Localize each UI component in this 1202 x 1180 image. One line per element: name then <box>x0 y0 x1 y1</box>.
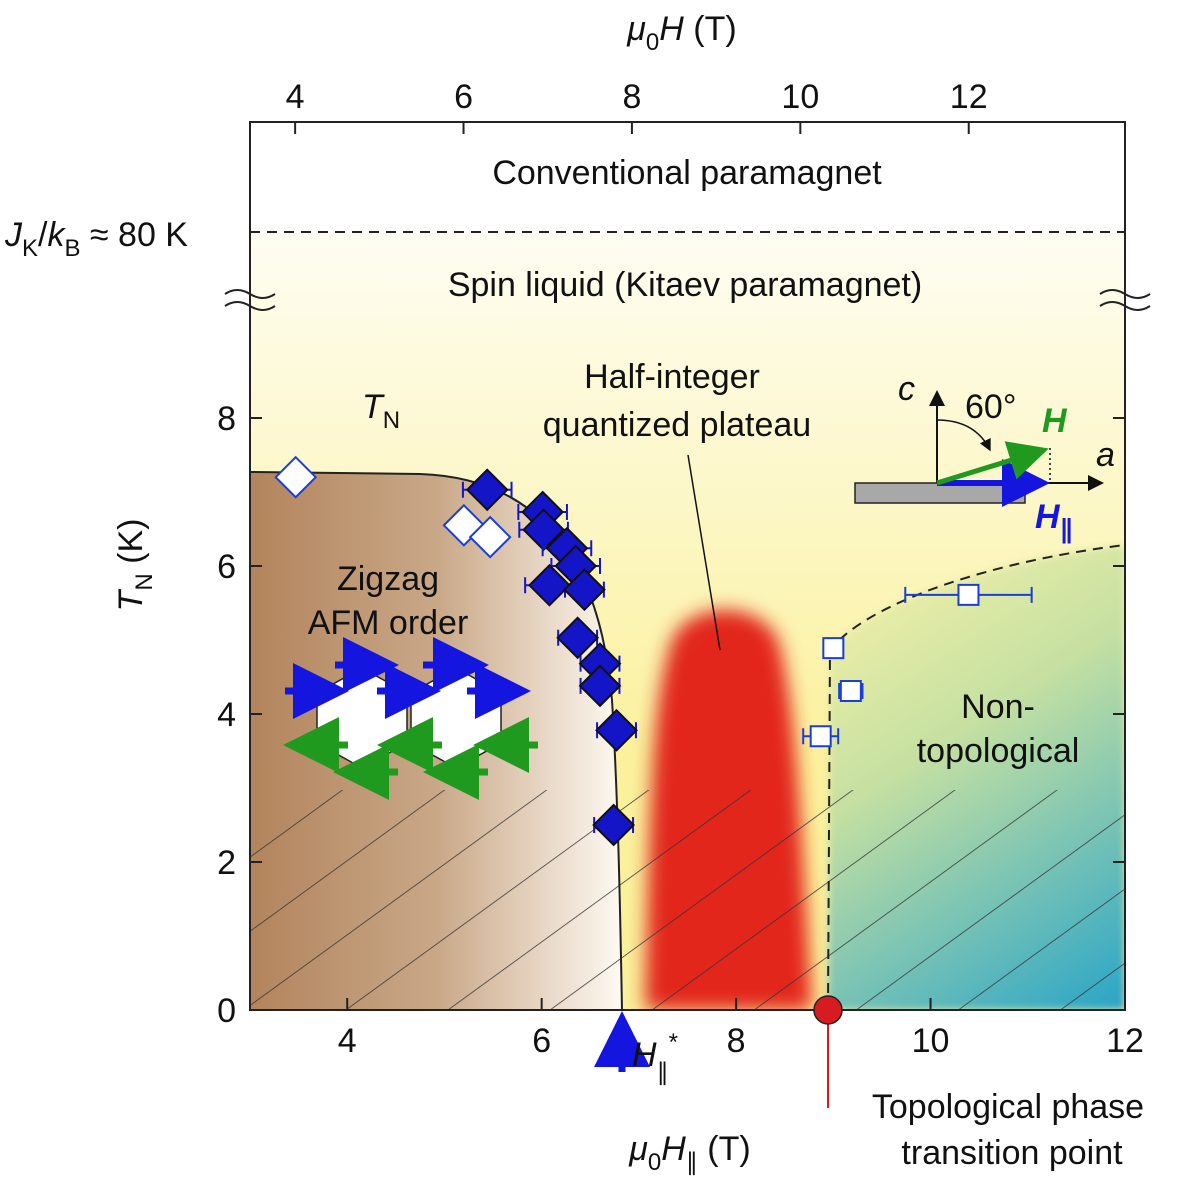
region-label: Non- <box>961 688 1035 726</box>
inset-label: a <box>1096 436 1115 474</box>
y-tick-label: 8 <box>217 400 236 438</box>
region-label: Conventional paramagnet <box>492 154 882 192</box>
annotation: Topological phase <box>872 1088 1144 1126</box>
critical-field: H∥* <box>632 1029 678 1086</box>
inset-label: c <box>898 370 915 408</box>
x-tick-label: 10 <box>912 1022 950 1060</box>
break-label: JK/kB ≈ 80 K <box>4 216 188 262</box>
data-point <box>958 585 978 605</box>
x-tick-label: 12 <box>1106 1022 1144 1060</box>
x2-tick-label: 10 <box>781 78 819 116</box>
data-point <box>823 638 843 658</box>
x2-axis-label: μ0H (T) <box>626 10 736 56</box>
y-tick-label: 4 <box>217 696 236 734</box>
x-tick-label: 8 <box>727 1022 746 1060</box>
y-tick-label: 0 <box>217 992 236 1030</box>
x2-tick-label: 6 <box>454 78 473 116</box>
inset-label: H <box>1042 402 1068 440</box>
data-point <box>841 681 861 701</box>
chart: c 60° H a H∥ Conventional paramagnet Spi… <box>0 0 1202 1180</box>
region-label: Spin liquid (Kitaev paramagnet) <box>448 266 922 304</box>
x-tick-label: 6 <box>532 1022 551 1060</box>
region-label: Half-integer <box>584 358 760 396</box>
inset-label: 60° <box>965 388 1016 426</box>
x-axis-label: μ0H∥ (T) <box>628 1130 750 1176</box>
region-label: Zigzag <box>337 560 439 598</box>
x2-tick-label: 12 <box>950 78 988 116</box>
region-label: AFM order <box>308 604 469 642</box>
x2-tick-label: 8 <box>622 78 641 116</box>
annotation: transition point <box>901 1134 1123 1172</box>
x2-tick-label: 4 <box>286 78 305 116</box>
data-point <box>811 726 831 746</box>
region-label: quantized plateau <box>543 406 811 444</box>
y-axis-label: TN (K) <box>112 519 158 612</box>
y-tick-label: 2 <box>217 844 236 882</box>
y-tick-label: 6 <box>217 548 236 586</box>
region-label: topological <box>917 732 1080 770</box>
x-tick-label: 4 <box>338 1022 357 1060</box>
